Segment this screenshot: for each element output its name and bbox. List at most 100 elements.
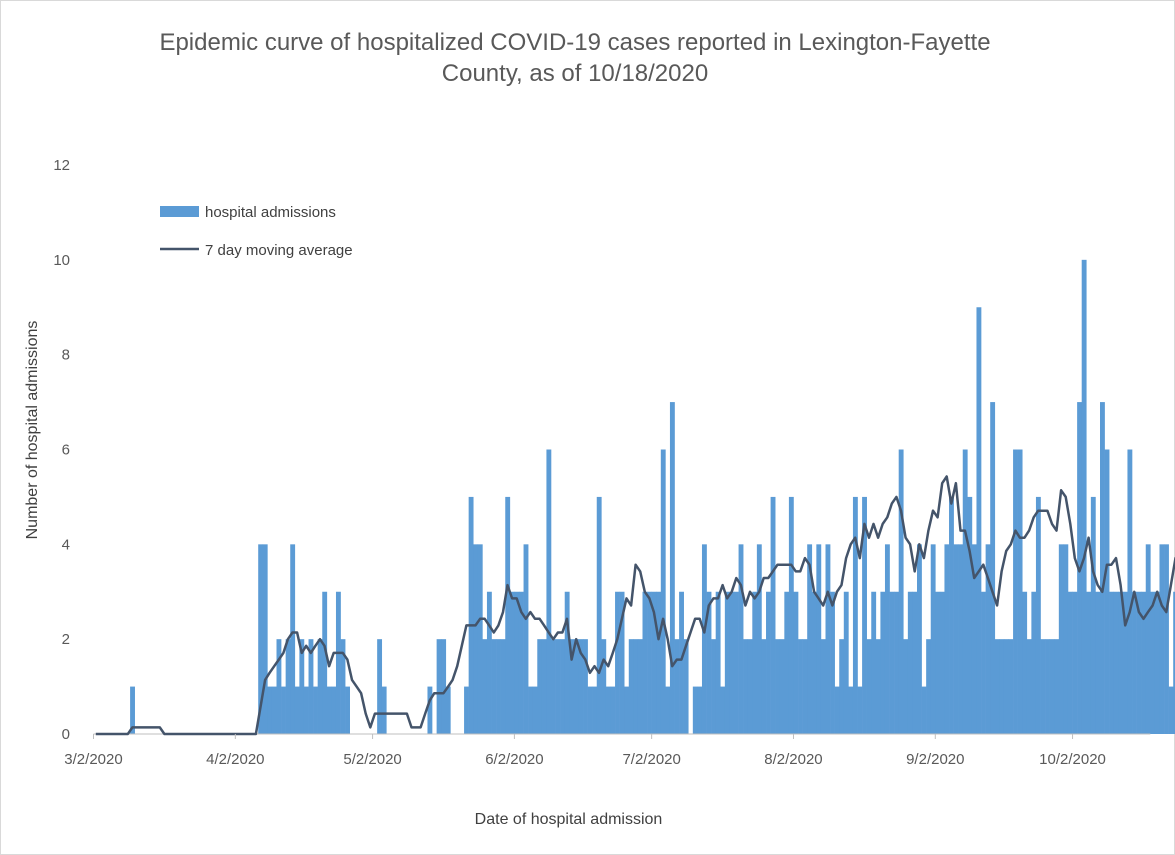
admission-bar (1045, 639, 1050, 734)
admission-bar (770, 496, 776, 734)
admission-bar (985, 544, 991, 734)
admission-bar (331, 686, 337, 734)
x-tick-label: 8/2/2020 (764, 751, 822, 768)
admission-bar (1127, 449, 1133, 734)
admission-bar (1031, 591, 1037, 734)
admission-bar (660, 449, 666, 734)
admission-bar (464, 686, 469, 734)
admission-bar (619, 591, 625, 734)
admission-bar (981, 591, 986, 734)
admission-bar (633, 639, 639, 734)
admission-bar (761, 639, 767, 734)
chart-title-line-2: County, as of 10/18/2020 (441, 60, 709, 87)
admission-bar (884, 544, 890, 734)
admission-bar (262, 544, 268, 734)
admission-bar (514, 591, 520, 734)
y-tick-label: 10 (53, 252, 70, 269)
admission-bar (692, 686, 698, 734)
admission-bar (720, 686, 726, 734)
admission-bar (1154, 591, 1160, 734)
admission-bar (930, 544, 936, 734)
admission-bar (290, 544, 296, 734)
admission-bar (1145, 544, 1151, 734)
admission-bar (569, 639, 575, 734)
admission-bar (788, 496, 794, 734)
admission-bar (779, 639, 785, 734)
admission-bar (258, 544, 264, 734)
admission-bar (793, 591, 799, 734)
admission-bar (587, 686, 593, 734)
admission-bar (615, 591, 620, 734)
admission-bar (857, 686, 863, 734)
legend-bar-label: hospital admissions (205, 204, 336, 221)
admission-bar (496, 639, 501, 734)
admission-bar (1104, 449, 1110, 734)
admission-bar (518, 591, 524, 734)
admission-bar (917, 544, 922, 734)
admission-bar (834, 686, 840, 734)
admission-bar (340, 639, 346, 734)
admission-bar (935, 591, 941, 734)
admission-bar (921, 686, 927, 734)
admission-bar (1054, 639, 1060, 734)
admission-bar (546, 449, 552, 734)
admission-bar (436, 639, 442, 734)
admission-bar (345, 686, 350, 734)
admission-bar (743, 639, 749, 734)
admission-bar (674, 639, 680, 734)
legend: hospital admissions 7 day moving average (160, 204, 353, 259)
admission-bar (701, 544, 707, 734)
admission-bar (560, 639, 566, 734)
admission-bar (958, 544, 964, 734)
admission-bar (1058, 544, 1064, 734)
y-tick-label: 8 (62, 347, 70, 364)
admission-bar (427, 686, 433, 734)
x-axis-ticks: 3/2/2020 4/2/2020 5/2/2020 6/2/2020 7/2/2020… (64, 734, 1106, 768)
y-tick-label: 6 (62, 442, 70, 459)
admission-bar (926, 639, 932, 734)
admission-bar (573, 639, 579, 734)
admission-bar (477, 544, 483, 734)
admission-bar (1168, 686, 1174, 734)
admission-bar (377, 639, 383, 734)
admission-bar (775, 639, 781, 734)
admission-bar (1063, 544, 1069, 734)
moving-average-line (95, 475, 1175, 736)
admission-bar (1008, 639, 1014, 734)
admission-bar (294, 686, 300, 734)
bar-series (130, 259, 1175, 734)
admission-bar (537, 639, 543, 734)
admission-bar (555, 639, 561, 734)
admission-bar (843, 591, 849, 734)
admission-bar (962, 449, 968, 734)
admission-bar (1113, 591, 1119, 734)
admission-bar (468, 496, 474, 734)
admission-bar (541, 639, 547, 734)
admission-bar (1049, 639, 1055, 734)
admission-bar (880, 591, 886, 734)
admission-bar (990, 402, 996, 734)
y-tick-label: 2 (62, 631, 70, 648)
admission-bar (752, 591, 758, 734)
admission-bar (564, 591, 570, 734)
admission-bar (852, 496, 858, 734)
admission-bar (505, 496, 511, 734)
x-tick-label: 5/2/2020 (343, 751, 401, 768)
admission-bar (784, 591, 790, 734)
admission-bar (1122, 591, 1128, 734)
admission-bar (578, 639, 584, 734)
admission-bar (848, 686, 854, 734)
admission-bar (1118, 591, 1124, 734)
admission-bar (939, 591, 945, 734)
admission-bar (486, 591, 492, 734)
admission-bar (820, 639, 826, 734)
x-tick-label: 10/2/2020 (1039, 751, 1106, 768)
admission-bar (971, 544, 977, 734)
admission-bar (326, 686, 332, 734)
admission-bar (816, 544, 822, 734)
admission-bar (583, 639, 588, 734)
admission-bar (683, 639, 689, 734)
admission-bar (130, 686, 135, 734)
admission-bar (651, 591, 657, 734)
